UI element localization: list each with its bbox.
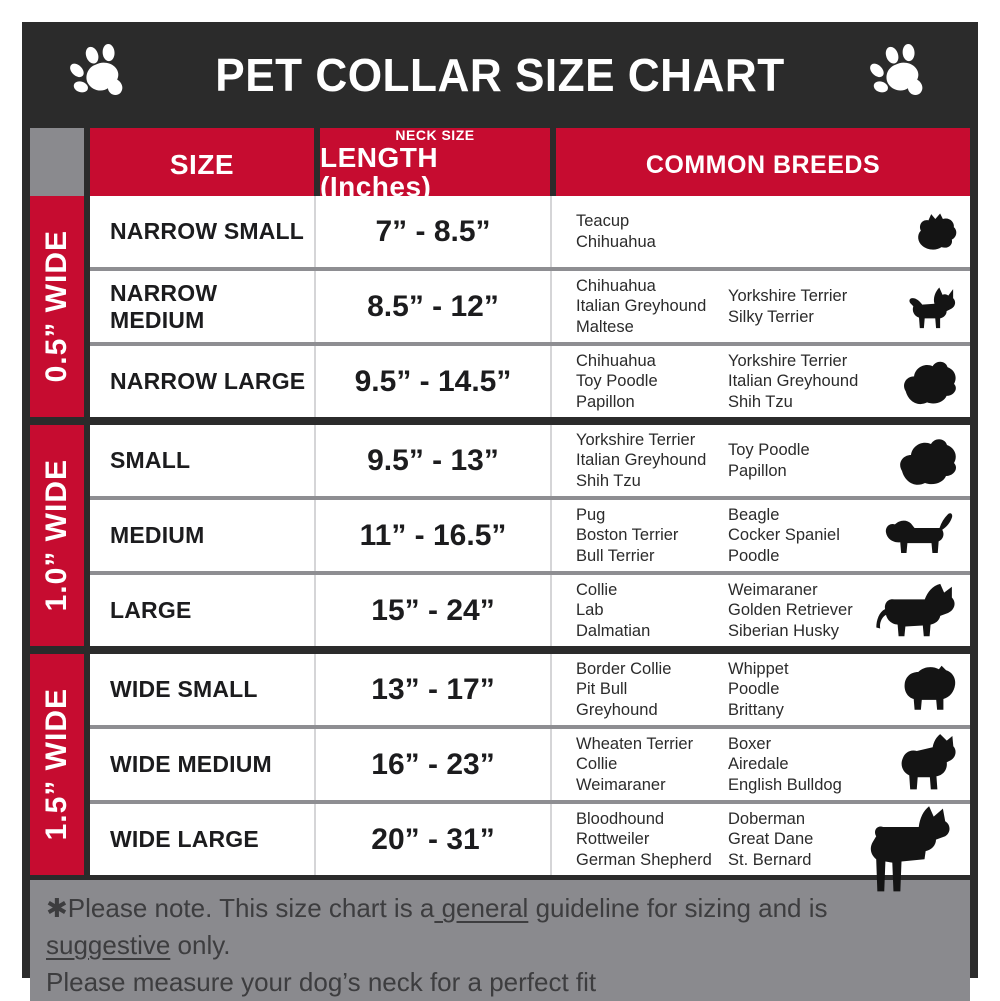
header-neck-length: NECK SIZE LENGTH (Inches) xyxy=(320,127,550,203)
breeds-list-1: Border Collie Pit Bull Greyhound xyxy=(576,660,672,719)
length-cell: 15” - 24” xyxy=(314,575,550,646)
breeds-cell: Bloodhound Rottweiler German Shepherd Do… xyxy=(550,804,970,875)
shih-tzu-icon xyxy=(898,356,958,408)
breeds-list-2: Yorkshire Terrier Silky Terrier xyxy=(728,287,848,326)
breeds-list-2: Whippet Poodle Brittany xyxy=(728,660,789,719)
table-row: WIDE MEDIUM 16” - 23” Wheaten Terrier Co… xyxy=(90,725,970,800)
breeds-list-1: Wheaten Terrier Collie Weimaraner xyxy=(576,735,694,794)
beagle-icon xyxy=(880,511,958,561)
table-row: LARGE 15” - 24” Collie Lab Dalmatian Wei… xyxy=(90,571,970,646)
breeds-list-1: Collie Lab Dalmatian xyxy=(576,581,651,640)
table-row: NARROW LARGE 9.5” - 14.5” Chihuahua Toy … xyxy=(90,342,970,417)
width-label: 0.5” WIDE xyxy=(40,230,73,383)
header-size-label: SIZE xyxy=(169,149,235,181)
breeds-list-2: Boxer Airedale English Bulldog xyxy=(728,735,842,794)
breeds-list-2: Beagle Cocker Spaniel Poodle xyxy=(728,506,840,565)
header-neck-size-label: NECK SIZE xyxy=(395,127,475,143)
pit-bull-icon xyxy=(898,731,958,799)
size-chart-frame: PET COLLAR SIZE CHART SIZE NECK SIZE LEN… xyxy=(22,22,978,1001)
footnote-line-2: Please measure your dog’s neck for a per… xyxy=(46,966,597,997)
breeds-list-2: Yorkshire Terrier Italian Greyhound Shih… xyxy=(728,352,859,411)
breeds-list-1: Chihuahua Italian Greyhound Maltese xyxy=(576,277,707,336)
shepherd-dog-icon xyxy=(876,580,958,642)
breeds-list-1: Teacup Chihuahua xyxy=(576,212,656,251)
size-cell: WIDE LARGE xyxy=(110,826,259,852)
breeds-cell: Chihuahua Toy Poodle Papillon Yorkshire … xyxy=(550,346,970,417)
length-cell: 7” - 8.5” xyxy=(314,196,550,267)
doberman-icon xyxy=(862,804,964,896)
width-group-0-5: 0.5” WIDE NARROW SMALL 7” - 8.5” Teacup … xyxy=(30,196,970,417)
length-cell: 9.5” - 13” xyxy=(314,425,550,496)
length-cell: 11” - 16.5” xyxy=(314,500,550,571)
underlined-word: general xyxy=(434,893,529,923)
breeds-list-1: Bloodhound Rottweiler German Shepherd xyxy=(576,810,712,869)
bulldog-icon xyxy=(900,663,958,717)
size-cell: NARROW SMALL xyxy=(110,218,305,244)
size-cell: WIDE MEDIUM xyxy=(110,751,272,777)
width-label-bar: 1.5” WIDE xyxy=(30,654,84,875)
length-cell: 20” - 31” xyxy=(314,804,550,875)
title-bar: PET COLLAR SIZE CHART xyxy=(30,30,970,120)
width-label: 1.0” WIDE xyxy=(40,459,73,612)
table-row: SMALL 9.5” - 13” Yorkshire Terrier Itali… xyxy=(90,425,970,496)
length-cell: 16” - 23” xyxy=(314,729,550,800)
width-label-bar: 0.5” WIDE xyxy=(30,196,84,417)
table-row: NARROW SMALL 7” - 8.5” Teacup Chihuahua xyxy=(90,196,970,267)
length-cell: 13” - 17” xyxy=(314,654,550,725)
length-cell: 8.5” - 12” xyxy=(314,271,550,342)
footnote: ✱Please note. This size chart is a gener… xyxy=(30,880,970,1001)
pekingese-icon xyxy=(894,433,958,489)
breeds-cell: Collie Lab Dalmatian Weimaraner Golden R… xyxy=(550,575,970,646)
header-breeds-label: COMMON BREEDS xyxy=(645,150,881,179)
breeds-cell: Teacup Chihuahua xyxy=(550,196,970,267)
breeds-cell: Pug Boston Terrier Bull Terrier Beagle C… xyxy=(550,500,970,571)
breeds-list-1: Chihuahua Toy Poodle Papillon xyxy=(576,352,658,411)
breeds-list-1: Pug Boston Terrier Bull Terrier xyxy=(576,506,679,565)
paw-print-icon xyxy=(64,42,136,108)
table-row: MEDIUM 11” - 16.5” Pug Boston Terrier Bu… xyxy=(90,496,970,571)
breeds-cell: Border Collie Pit Bull Greyhound Whippet… xyxy=(550,654,970,725)
header-common-breeds: COMMON BREEDS xyxy=(556,128,970,202)
underlined-word: suggestive xyxy=(46,929,171,960)
breeds-list-2: Toy Poodle Papillon xyxy=(728,441,810,480)
table-row: WIDE SMALL 13” - 17” Border Collie Pit B… xyxy=(90,654,970,725)
size-cell: NARROW MEDIUM xyxy=(110,279,218,333)
breeds-list-2: Doberman Great Dane St. Bernard xyxy=(728,810,814,869)
table-row: NARROW MEDIUM 8.5” - 12” Chihuahua Itali… xyxy=(90,267,970,342)
chihuahua-icon xyxy=(906,281,958,333)
table-row: WIDE LARGE 20” - 31” Bloodhound Rottweil… xyxy=(90,800,970,875)
header-size: SIZE xyxy=(90,128,314,202)
width-label-bar: 1.0” WIDE xyxy=(30,425,84,646)
footnote-line-1: ✱Please note. This size chart is a gener… xyxy=(46,893,828,960)
size-cell: SMALL xyxy=(110,447,191,473)
size-cell: MEDIUM xyxy=(110,522,205,548)
size-cell: NARROW LARGE xyxy=(110,368,306,394)
width-group-1-5: 1.5” WIDE WIDE SMALL 13” - 17” Border Co… xyxy=(30,654,970,875)
breeds-cell: Chihuahua Italian Greyhound Maltese York… xyxy=(550,271,970,342)
header-length-label: LENGTH (Inches) xyxy=(320,141,439,203)
breeds-list-1: Yorkshire Terrier Italian Greyhound Shih… xyxy=(576,431,707,490)
size-cell: LARGE xyxy=(110,597,192,623)
width-group-1-0: 1.0” WIDE SMALL 9.5” - 13” Yorkshire Ter… xyxy=(30,425,970,646)
header-corner-cell xyxy=(30,128,84,202)
paw-print-icon xyxy=(864,42,936,108)
table-header-row: SIZE NECK SIZE LENGTH (Inches) COMMON BR… xyxy=(30,128,970,202)
breeds-list-2: Weimaraner Golden Retriever Siberian Hus… xyxy=(728,581,853,640)
breeds-cell: Wheaten Terrier Collie Weimaraner Boxer … xyxy=(550,729,970,800)
yorkshire-terrier-icon xyxy=(914,210,958,254)
length-cell: 9.5” - 14.5” xyxy=(314,346,550,417)
page-title: PET COLLAR SIZE CHART xyxy=(215,49,785,101)
breeds-cell: Yorkshire Terrier Italian Greyhound Shih… xyxy=(550,425,970,496)
width-label: 1.5” WIDE xyxy=(40,688,73,841)
size-cell: WIDE SMALL xyxy=(110,676,258,702)
